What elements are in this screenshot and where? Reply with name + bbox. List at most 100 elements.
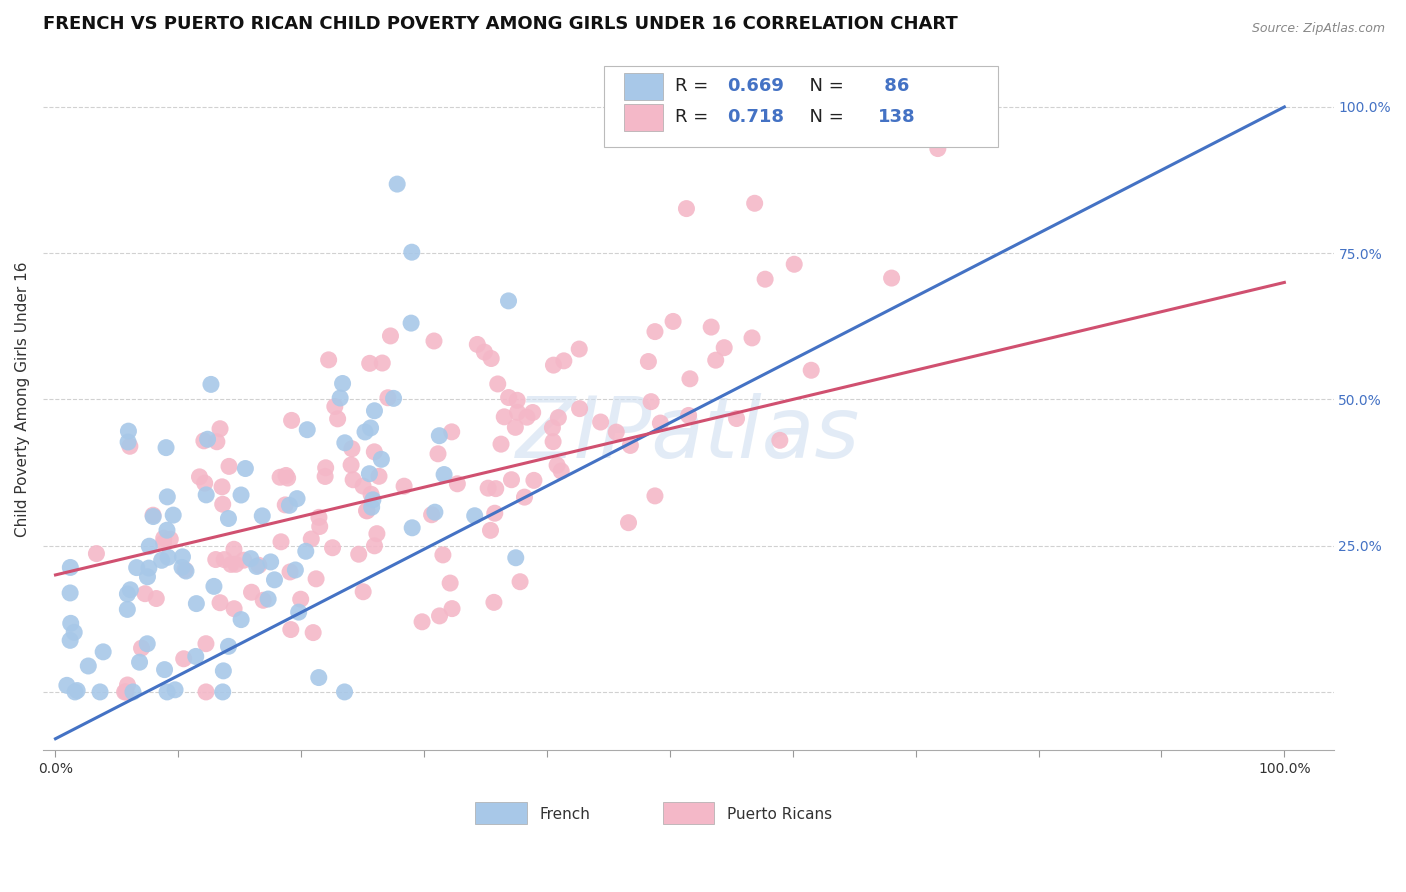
Point xyxy=(506,405,529,419)
FancyBboxPatch shape xyxy=(624,103,662,130)
Point xyxy=(506,393,529,408)
Point xyxy=(224,601,246,615)
Point xyxy=(432,548,454,562)
Point xyxy=(423,505,446,519)
Point xyxy=(193,434,215,448)
Point xyxy=(274,498,297,512)
FancyBboxPatch shape xyxy=(624,73,662,100)
Point xyxy=(59,560,82,574)
Point xyxy=(59,586,82,600)
Point xyxy=(297,423,319,437)
Text: N =: N = xyxy=(799,78,849,95)
Point xyxy=(280,623,302,637)
Point xyxy=(156,490,179,504)
Point xyxy=(359,356,381,370)
Y-axis label: Child Poverty Among Girls Under 16: Child Poverty Among Girls Under 16 xyxy=(15,261,30,537)
Point xyxy=(640,394,662,409)
Point xyxy=(155,441,177,455)
Point xyxy=(516,410,538,425)
Point xyxy=(63,625,86,640)
Point xyxy=(142,509,165,524)
Point xyxy=(156,685,179,699)
Text: FRENCH VS PUERTO RICAN CHILD POVERTY AMONG GIRLS UNDER 16 CORRELATION CHART: FRENCH VS PUERTO RICAN CHILD POVERTY AMO… xyxy=(44,15,957,33)
Point xyxy=(153,663,176,677)
Point xyxy=(494,409,516,424)
Point xyxy=(423,334,446,348)
Point xyxy=(617,516,640,530)
Point xyxy=(522,405,544,419)
Point xyxy=(352,479,374,493)
Point xyxy=(326,412,349,426)
Point xyxy=(439,576,461,591)
Point xyxy=(637,354,659,368)
Point xyxy=(377,391,399,405)
Point xyxy=(117,602,139,616)
Point xyxy=(202,579,225,593)
Point xyxy=(360,500,382,515)
Point xyxy=(125,560,148,574)
Point xyxy=(280,413,302,427)
Point xyxy=(152,535,174,549)
Point xyxy=(464,508,486,523)
Point xyxy=(205,434,228,449)
Point xyxy=(252,593,274,607)
Point xyxy=(66,683,89,698)
Point xyxy=(370,452,392,467)
Point xyxy=(347,547,370,561)
Point xyxy=(156,523,179,537)
Point xyxy=(486,376,509,391)
Text: 0.669: 0.669 xyxy=(727,78,785,95)
Point xyxy=(212,664,235,678)
Point xyxy=(543,358,565,372)
Point xyxy=(246,559,269,574)
Point xyxy=(662,100,685,114)
Point xyxy=(318,352,340,367)
Point xyxy=(117,587,139,601)
Point xyxy=(229,613,252,627)
Point xyxy=(366,526,388,541)
Point xyxy=(644,325,666,339)
Point xyxy=(568,342,591,356)
Point xyxy=(644,489,666,503)
Point xyxy=(117,424,139,438)
Point xyxy=(927,142,949,156)
Text: Puerto Ricans: Puerto Ricans xyxy=(727,806,832,822)
Point xyxy=(392,479,415,493)
Point xyxy=(162,508,184,522)
Point xyxy=(380,329,402,343)
Point xyxy=(115,685,138,699)
Point xyxy=(59,616,82,631)
Point xyxy=(159,532,181,546)
Point xyxy=(59,633,82,648)
Point xyxy=(173,563,195,577)
Point xyxy=(368,469,391,483)
Point xyxy=(257,592,280,607)
Point xyxy=(274,468,297,483)
Point xyxy=(363,445,385,459)
Point xyxy=(498,391,520,405)
Point xyxy=(219,558,242,572)
Point xyxy=(204,552,226,566)
Point xyxy=(174,564,197,578)
Point xyxy=(541,434,564,449)
Point xyxy=(713,341,735,355)
Point xyxy=(211,480,233,494)
Point xyxy=(523,474,546,488)
Point xyxy=(352,584,374,599)
Point xyxy=(247,558,270,573)
Point xyxy=(157,550,180,565)
Point xyxy=(290,592,312,607)
Point xyxy=(138,561,160,575)
Point xyxy=(308,519,330,533)
Point xyxy=(547,410,569,425)
Point xyxy=(270,534,292,549)
Point xyxy=(315,460,337,475)
Point xyxy=(429,608,451,623)
Point xyxy=(197,432,219,446)
Point xyxy=(675,202,697,216)
Point xyxy=(152,531,174,545)
Point xyxy=(385,177,408,191)
Point xyxy=(479,351,502,366)
Point xyxy=(700,320,723,334)
Point xyxy=(333,685,356,699)
